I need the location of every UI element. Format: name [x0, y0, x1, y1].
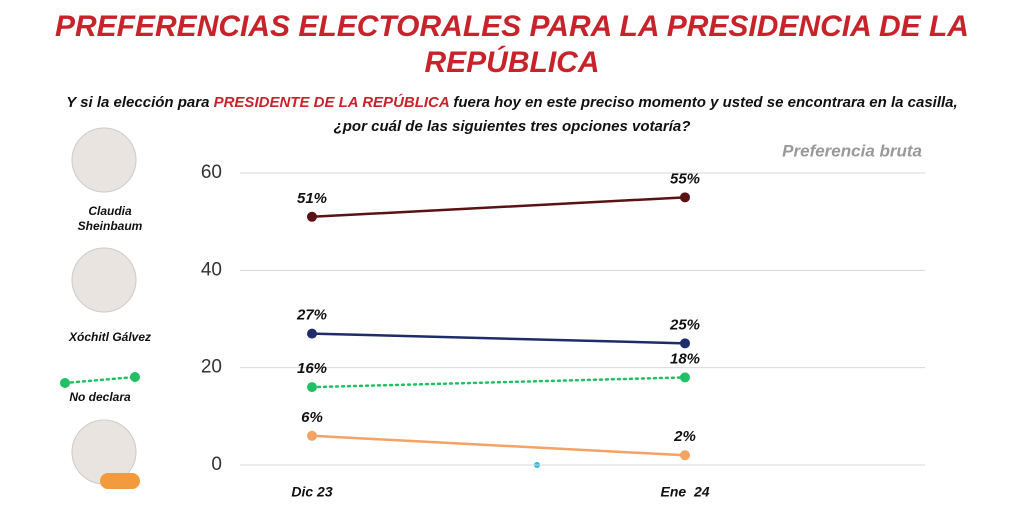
y-tick-label: 20 — [201, 357, 222, 378]
data-point — [680, 450, 690, 461]
data-point — [680, 192, 690, 203]
data-point — [307, 211, 317, 222]
legend-swatch — [63, 375, 137, 385]
data-label: 27% — [296, 307, 327, 324]
legend-swatch — [130, 372, 140, 382]
data-point — [307, 382, 317, 393]
data-point — [307, 430, 317, 441]
data-label: 55% — [670, 170, 700, 187]
subtitle: Y si la elección para PRESIDENTE DE LA R… — [66, 93, 957, 111]
subtitle-highlight: PRESIDENTE DE LA REPÚBLICA — [214, 93, 450, 111]
candidate-photo — [71, 247, 137, 313]
data-label: 2% — [673, 428, 696, 445]
chart-title: PREFERENCIAS ELECTORALES PARA LA PRESIDE… — [55, 10, 969, 43]
legend-label: No declara — [69, 390, 131, 404]
legend-label: Claudia Sheinbaum — [77, 204, 143, 233]
series-line — [310, 376, 687, 389]
x-tick-label: Dic 23 — [291, 484, 332, 500]
data-point — [680, 338, 690, 349]
series-line — [310, 332, 687, 345]
party-logo — [100, 473, 140, 489]
data-label: 18% — [670, 350, 700, 367]
legend-photos — [71, 127, 140, 489]
legend-label: Xóchitl Gálvez — [68, 330, 152, 344]
subtitle-part: Y si la elección para — [66, 94, 213, 111]
subtitle: ¿por cuál de las siguientes tres opcione… — [334, 118, 691, 135]
data-label: 16% — [297, 360, 327, 377]
annotation: Preferencia bruta — [782, 141, 922, 160]
y-tick-label: 40 — [201, 259, 222, 280]
candidate-photo — [71, 127, 137, 193]
chart-title: REPÚBLICA — [424, 45, 599, 79]
legend-swatch — [60, 378, 70, 388]
data-label: 6% — [301, 409, 323, 426]
y-tick-label: 0 — [211, 454, 222, 475]
series-line — [310, 196, 687, 219]
data-point — [680, 372, 690, 383]
subtitle-part: fuera hoy en este preciso momento y uste… — [449, 94, 958, 111]
data-label: 25% — [669, 316, 700, 333]
data-label: 51% — [297, 190, 327, 207]
series-line — [310, 434, 687, 457]
y-tick-label: 60 — [201, 162, 222, 183]
x-tick-label: Ene 24 — [660, 484, 709, 500]
data-point — [307, 328, 317, 339]
